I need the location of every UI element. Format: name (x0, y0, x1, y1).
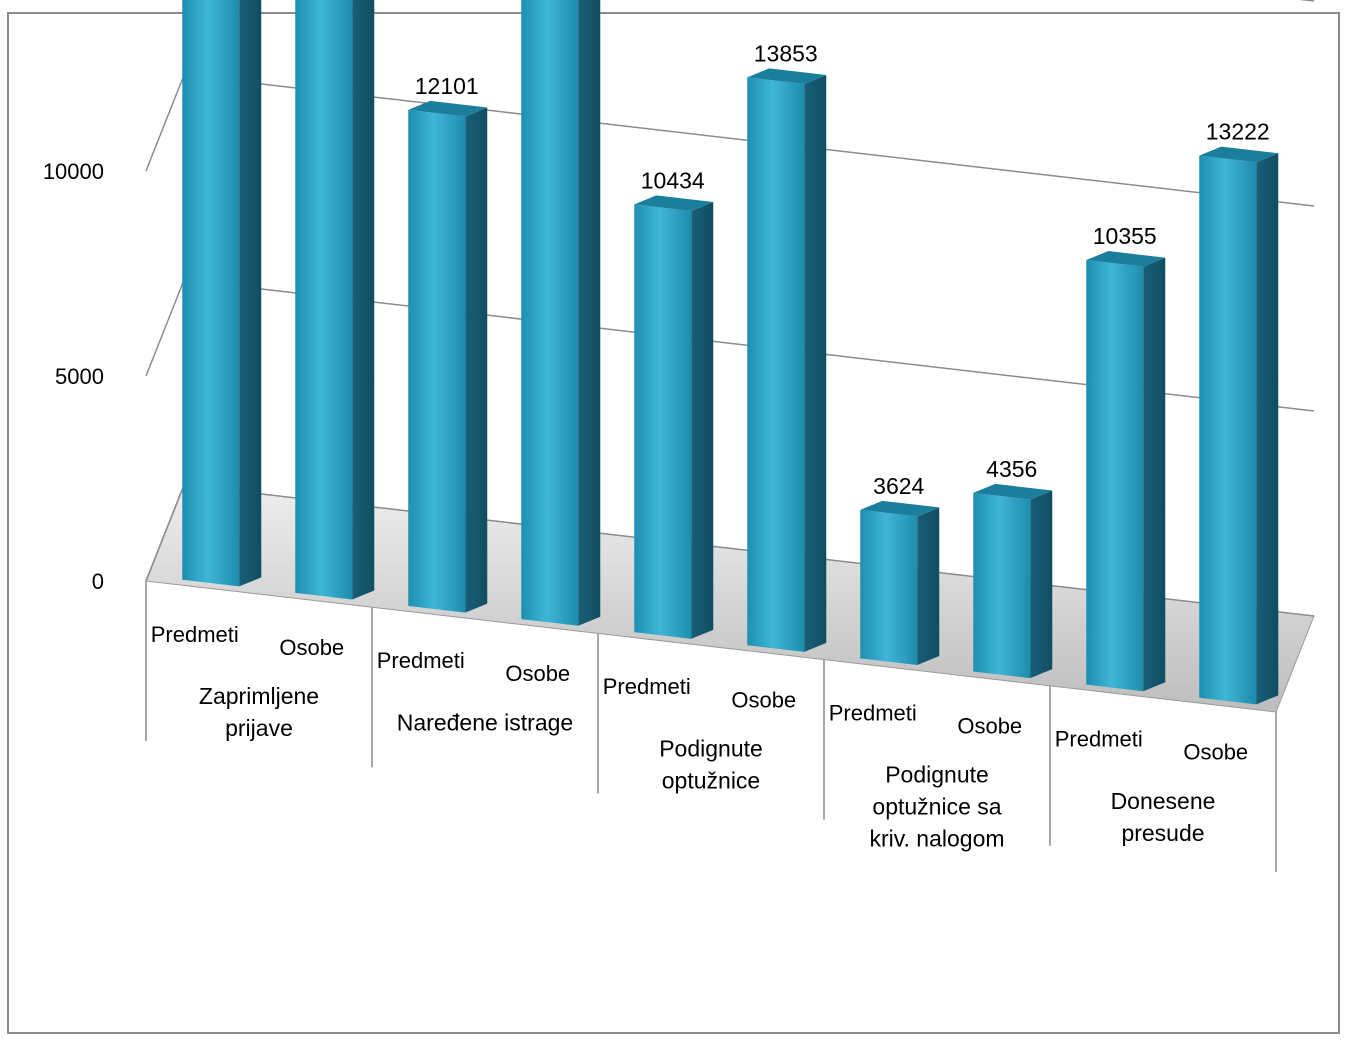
data-label: 10355 (1093, 223, 1157, 249)
group-label-line: prijave (225, 715, 293, 741)
group-label: Naređene istrage (397, 709, 573, 735)
category-sublabel: Predmeti (1055, 727, 1143, 752)
category-sublabel: Predmeti (603, 674, 691, 699)
group-label: Podignute optužnice (659, 736, 763, 794)
group-label-line: optužnice (662, 768, 760, 794)
data-label: 13222 (1206, 119, 1270, 145)
group-label-line: Zaprimljene (199, 683, 319, 709)
y-tick-label: 0 (92, 569, 104, 594)
bar-side (804, 74, 827, 652)
group-label-line: presude (1121, 820, 1204, 846)
data-label: 13853 (754, 40, 818, 66)
category-sublabel: Osobe (957, 714, 1022, 739)
bar-front (860, 509, 918, 666)
side-wall-edge (145, 484, 185, 582)
bar-side (352, 0, 375, 600)
data-label: 12101 (415, 73, 479, 99)
data-label: 3624 (873, 473, 924, 499)
category-sublabel: Osobe (731, 687, 796, 712)
category-sublabel: Osobe (1183, 740, 1248, 765)
bar-side (691, 202, 714, 639)
bar-top (408, 100, 488, 117)
bar-top (1199, 146, 1279, 163)
bar-side (1030, 490, 1053, 679)
data-label: 4356 (986, 456, 1037, 482)
bar-front (408, 109, 466, 613)
bar-top (634, 195, 714, 212)
y-tick-label: 5000 (55, 364, 104, 389)
data-label: 10434 (641, 167, 705, 193)
bar-front (295, 0, 353, 600)
bar-front (1199, 155, 1257, 705)
group-label: Podignute optužnice sa kriv. nalogom (869, 762, 1004, 852)
bar-front (973, 492, 1031, 679)
category-sublabel: Predmeti (151, 622, 239, 647)
group-label-line: optužnice sa (872, 794, 1001, 820)
category-sublabel: Osobe (505, 661, 570, 686)
group-label-line: kriv. nalogom (869, 826, 1004, 852)
category-sublabel: Predmeti (377, 648, 465, 673)
bar-front (747, 77, 805, 652)
bar-side (465, 107, 488, 613)
y-tick-label: 10000 (43, 159, 104, 184)
bar-front (634, 204, 692, 639)
bar-front (182, 0, 240, 587)
group-label-line: Donesene (1111, 788, 1216, 814)
bar-top (860, 500, 940, 517)
group-label-line: Naređene istrage (397, 709, 573, 735)
bar-side (578, 0, 601, 626)
bar-top (747, 68, 827, 84)
group-label: Donesene presude (1111, 788, 1216, 846)
category-sublabel: Predmeti (829, 700, 917, 725)
bar-front (521, 0, 579, 626)
category-sublabel: Osobe (279, 635, 344, 660)
group-label-line: Podignute (885, 762, 989, 788)
bar-top (973, 483, 1053, 500)
bar-side (239, 0, 262, 587)
bar-side (1143, 257, 1166, 692)
bar-top (1086, 251, 1166, 267)
chart-border (7, 12, 1340, 1034)
bar-side (1256, 153, 1279, 705)
bar-side (917, 507, 940, 666)
group-label-line: Podignute (659, 736, 763, 762)
group-label: Zaprimljene prijave (199, 683, 319, 741)
bar-front (1086, 260, 1144, 692)
